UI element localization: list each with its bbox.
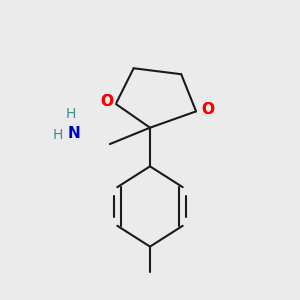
Text: O: O [100,94,113,109]
Text: H: H [53,128,63,142]
Circle shape [98,94,115,111]
Text: N: N [68,126,81,141]
Text: O: O [100,94,113,109]
Text: H: H [66,107,76,121]
Text: O: O [201,102,214,117]
Text: O: O [201,102,214,117]
Circle shape [199,102,216,118]
